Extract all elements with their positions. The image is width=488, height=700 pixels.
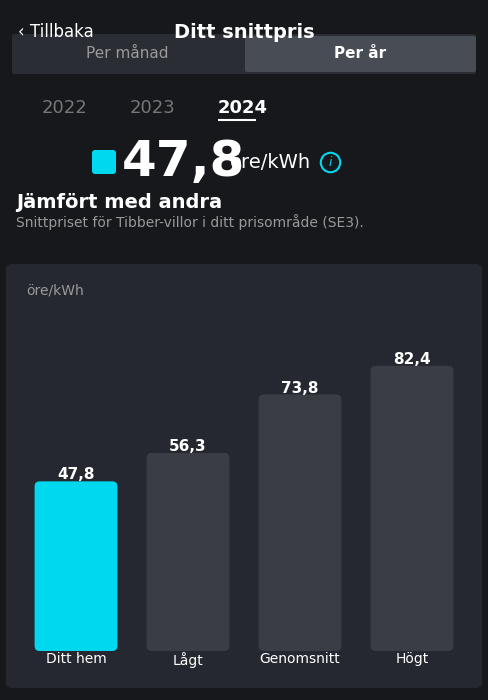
FancyBboxPatch shape [12, 34, 476, 74]
Text: 82,4: 82,4 [393, 352, 431, 367]
Text: 73,8: 73,8 [281, 381, 319, 395]
Text: Per år: Per år [334, 46, 386, 62]
FancyBboxPatch shape [35, 482, 118, 651]
Text: Ditt snittpris: Ditt snittpris [174, 22, 314, 41]
Text: 2023: 2023 [130, 99, 176, 117]
Text: 56,3: 56,3 [169, 439, 207, 454]
FancyBboxPatch shape [146, 453, 229, 651]
FancyBboxPatch shape [92, 150, 116, 174]
FancyBboxPatch shape [370, 366, 453, 651]
Text: 47,8: 47,8 [57, 468, 95, 482]
Text: Per månad: Per månad [86, 46, 169, 62]
Text: Genomsnitt: Genomsnitt [260, 652, 340, 666]
Text: Högt: Högt [395, 652, 428, 666]
FancyBboxPatch shape [6, 264, 482, 688]
Text: 47,8: 47,8 [122, 138, 245, 186]
Text: i: i [328, 155, 332, 169]
Text: öre/kWh: öre/kWh [26, 284, 84, 298]
Text: Jämfört med andra: Jämfört med andra [16, 193, 222, 211]
Text: 2024: 2024 [218, 99, 268, 117]
Text: Ditt hem: Ditt hem [45, 652, 106, 666]
Text: 2022: 2022 [42, 99, 88, 117]
Text: Snittpriset för Tibber-villor i ditt prisområde (SE3).: Snittpriset för Tibber-villor i ditt pri… [16, 214, 364, 230]
FancyBboxPatch shape [245, 36, 476, 72]
Text: öre/kWh: öre/kWh [230, 153, 311, 172]
Text: Lågt: Lågt [173, 652, 203, 668]
FancyBboxPatch shape [259, 395, 342, 651]
Text: ‹ Tillbaka: ‹ Tillbaka [18, 23, 94, 41]
